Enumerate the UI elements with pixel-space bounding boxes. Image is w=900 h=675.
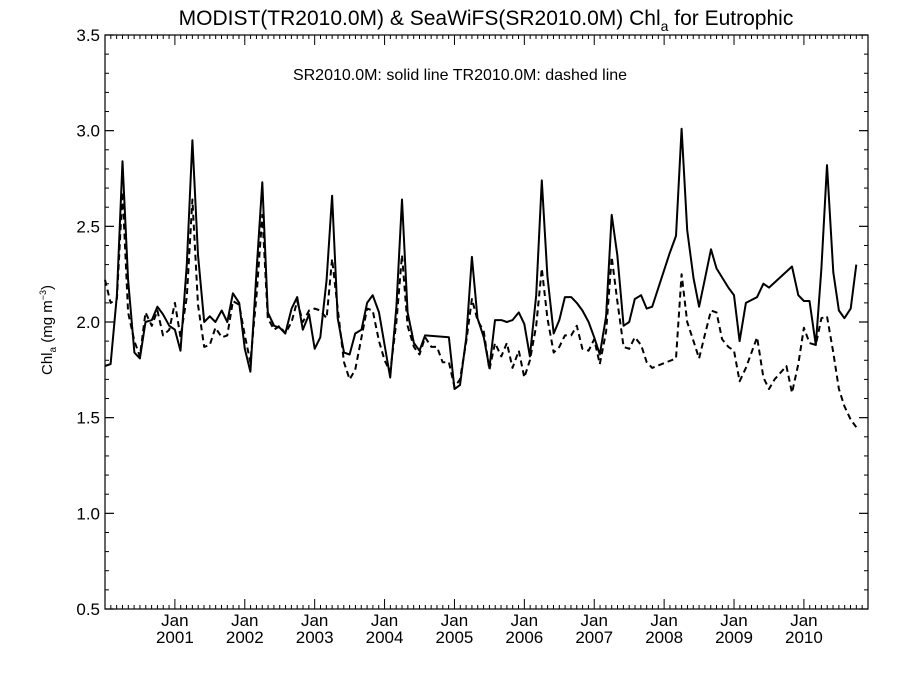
y-axis-label-middle: (mg m [39,300,56,347]
x-tick-month-label: Jan [441,611,468,630]
x-tick-month-label: Jan [720,611,747,630]
x-axis: Jan2001Jan2002Jan2003Jan2004Jan2005Jan20… [104,35,869,647]
y-axis-label-prefix-sub: a [48,346,59,352]
y-axis-label-sup: −3 [38,290,48,300]
y-tick-label: 3.5 [76,26,100,45]
chart-title-tail: for Eutrophic [668,7,793,30]
chart-title: MODIST(TR2010.0M) & SeaWiFS(SR2010.0M) C… [179,7,794,34]
x-tick-year-label: 2008 [645,628,683,647]
series-line-sr2010-0m [104,127,858,390]
x-tick-month-label: Jan [231,611,258,630]
y-tick-label: 0.5 [76,600,100,619]
y-axis-label-suffix: ) [39,285,56,290]
x-tick-year-label: 2001 [156,628,194,647]
legend-annotation: SR2010.0M: solid line TR2010.0M: dashed … [293,67,627,84]
x-tick-month-label: Jan [301,611,328,630]
y-tick-label: 3.0 [76,122,100,141]
x-tick-year-label: 2010 [785,628,823,647]
y-axis: 0.5 1.0 1.5 2.0 2.5 3.0 3.5 [76,26,868,619]
y-axis-label: Chla (mg m−3) [38,285,59,375]
y-tick-label: 1.5 [76,409,100,428]
series-line-tr2010-0m [104,190,858,428]
x-tick-month-label: Jan [161,611,188,630]
x-tick-year-label: 2009 [715,628,753,647]
x-tick-month-label: Jan [650,611,677,630]
x-tick-year-label: 2003 [296,628,334,647]
y-tick-label: 2.5 [76,217,100,236]
x-tick-year-label: 2005 [436,628,474,647]
plot-frame [104,34,869,610]
chart-title-sub: a [661,18,669,34]
x-tick-year-label: 2006 [505,628,543,647]
x-tick-month-label: Jan [790,611,817,630]
y-axis-label-prefix: Chl [39,352,56,375]
x-tick-year-label: 2002 [226,628,264,647]
x-tick-month-label: Jan [511,611,538,630]
x-tick-month-label: Jan [581,611,608,630]
chart-title-main: MODIST(TR2010.0M) & SeaWiFS(SR2010.0M) C… [179,7,661,30]
series-layer [104,127,858,428]
x-tick-year-label: 2004 [366,628,404,647]
y-tick-label: 1.0 [76,504,100,523]
x-tick-month-label: Jan [371,611,398,630]
x-tick-year-label: 2007 [575,628,613,647]
y-tick-label: 2.0 [76,313,100,332]
